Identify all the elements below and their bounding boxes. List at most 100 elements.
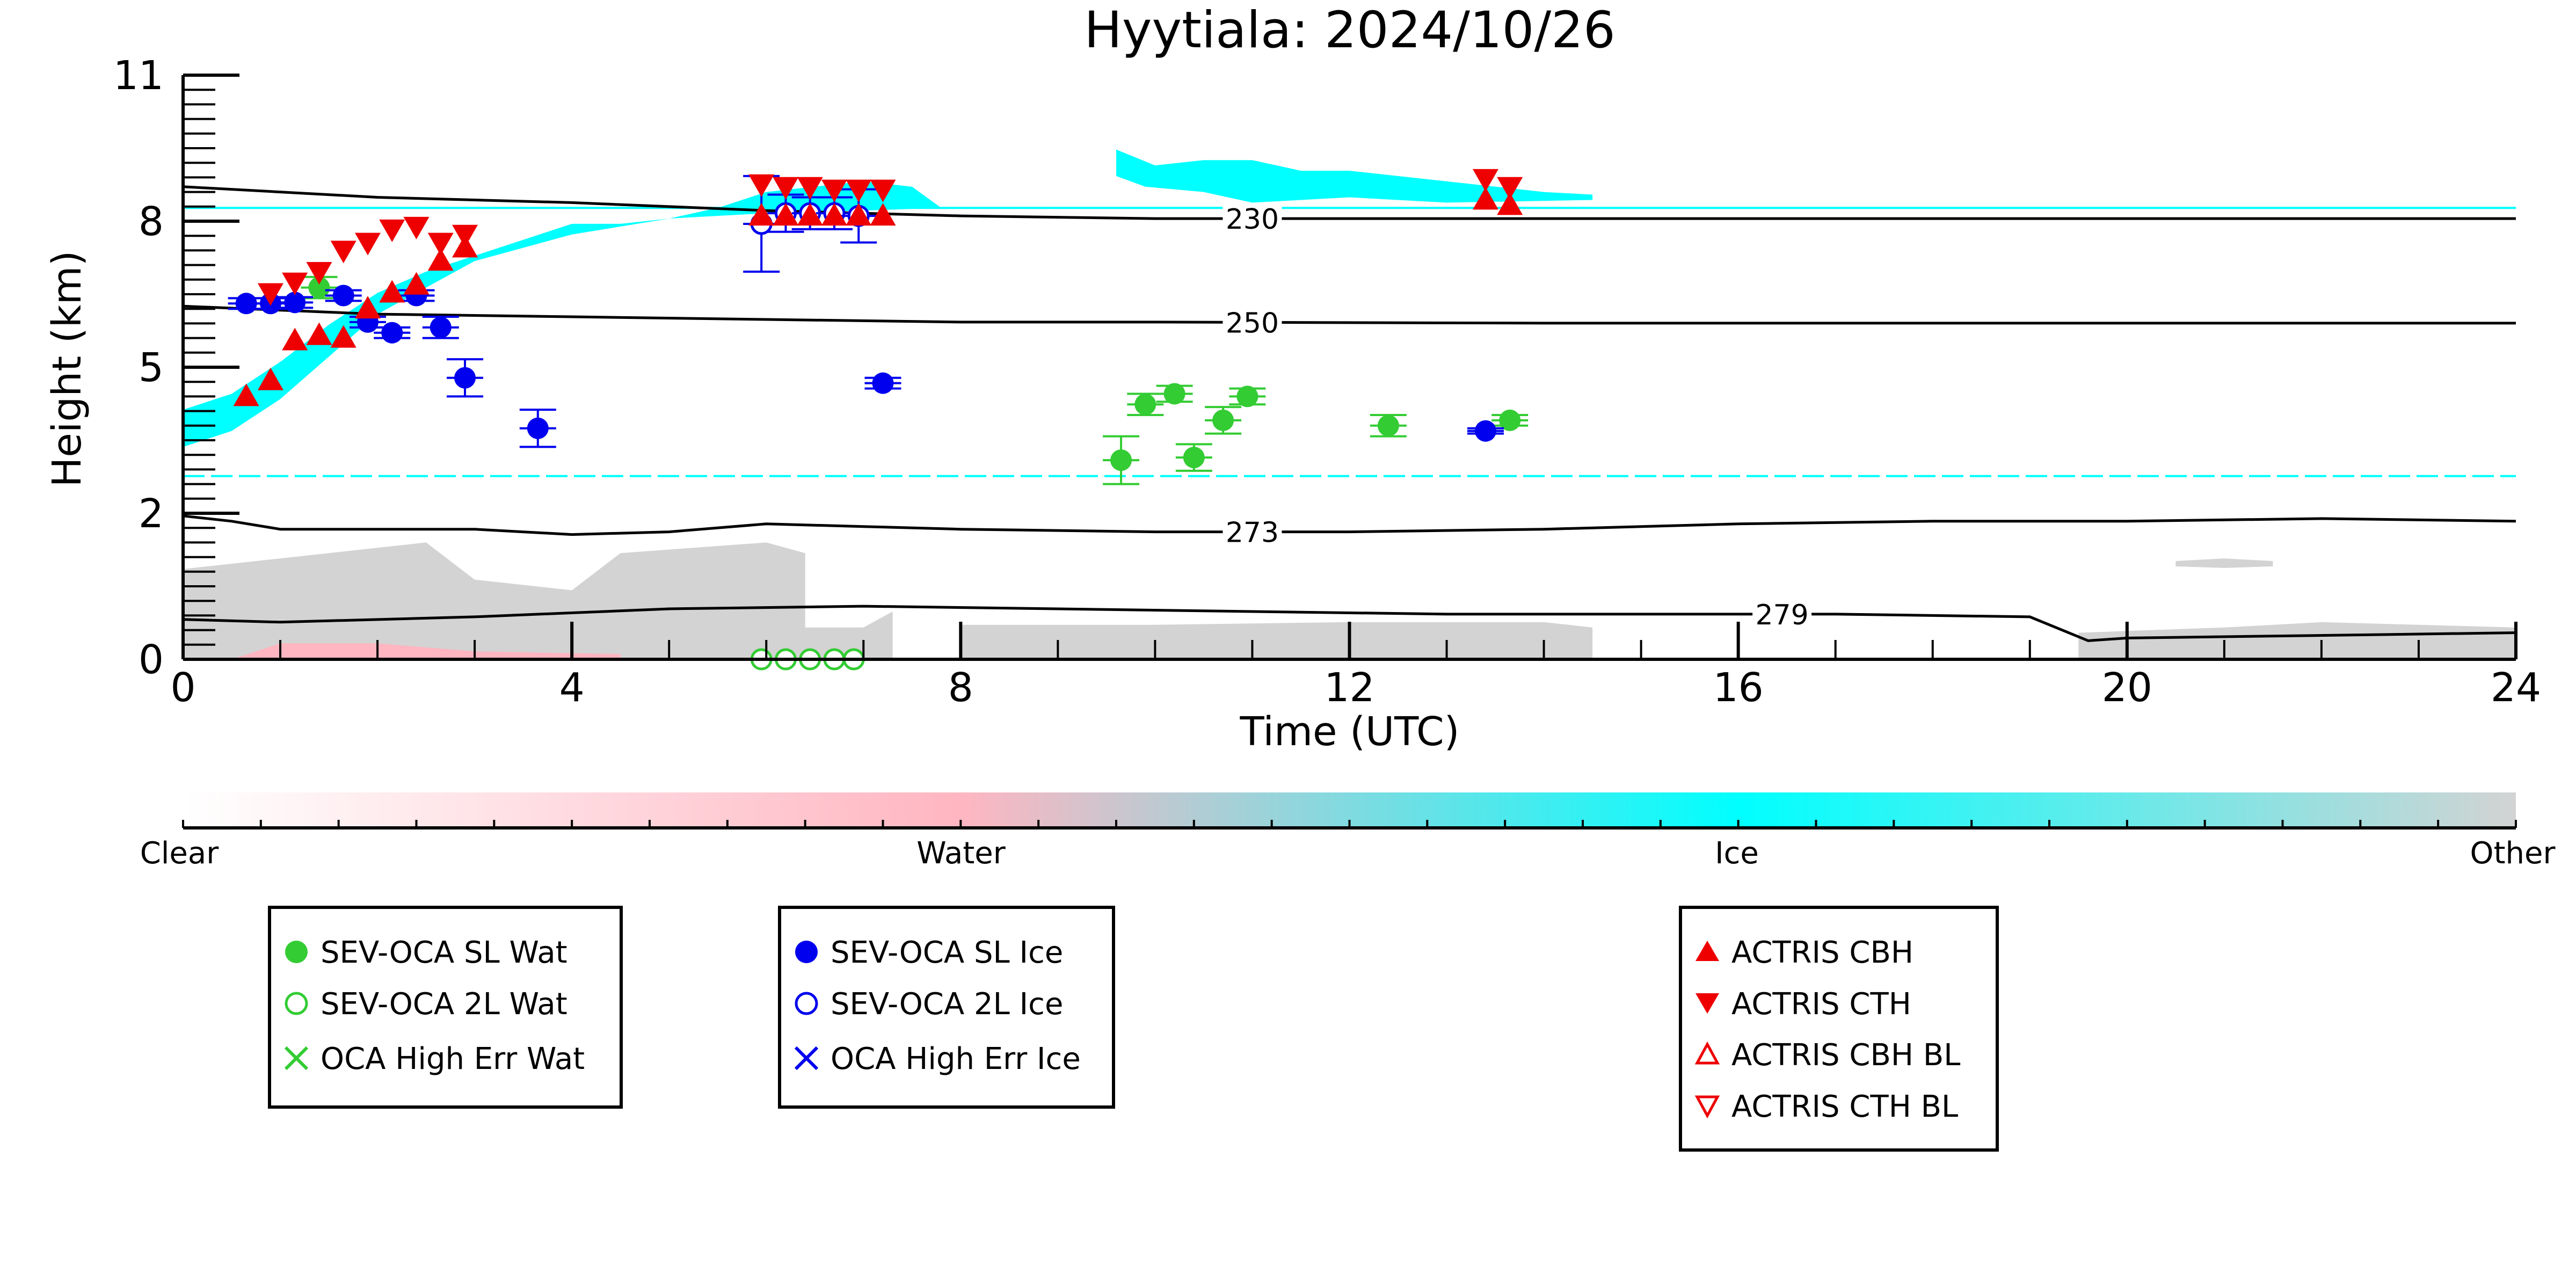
cloud-mask-region	[231, 643, 621, 659]
data-point	[1377, 414, 1399, 436]
y-tick-label: 2	[139, 491, 164, 537]
legend-label: ACTRIS CTH	[1731, 987, 1911, 1022]
data-point	[797, 177, 823, 200]
x-axis-label: Time (UTC)	[1239, 709, 1459, 755]
data-point	[870, 203, 896, 226]
x-tick-label: 8	[948, 665, 973, 711]
contour-label-bg	[1222, 205, 1282, 233]
data-point	[1236, 385, 1258, 407]
data-point	[306, 322, 332, 345]
data-point	[427, 232, 454, 256]
data-point	[282, 328, 308, 351]
data-point	[1472, 187, 1498, 210]
legend-marker-triangle-up	[1695, 941, 1719, 961]
contour-label-bg	[1222, 308, 1282, 337]
data-point	[452, 224, 478, 248]
data-point	[330, 241, 356, 264]
data-point	[379, 280, 405, 303]
data-point	[527, 417, 549, 439]
colorbar: Clear Water Ice Other	[140, 792, 2556, 871]
legend-marker-filled-circle	[795, 941, 818, 963]
data-point	[430, 316, 452, 338]
y-tick-label: 11	[113, 53, 164, 99]
legend-marker-open-circle	[795, 992, 818, 1015]
x-tick-label: 12	[1324, 665, 1374, 711]
legend-box	[268, 906, 623, 1109]
legend-marker-open-triangle-down	[1694, 1095, 1720, 1119]
cloud-mask-region	[960, 622, 1593, 659]
data-point	[282, 272, 308, 295]
legend-ice: SEV-OCA SL Ice SEV-OCA 2L Ice OCA High E…	[778, 906, 1115, 1109]
data-point	[872, 372, 894, 394]
data-point	[257, 367, 283, 390]
y-tick-label: 8	[139, 199, 164, 245]
chart-title: Hyytiala: 2024/10/26	[1084, 1, 1616, 60]
x-tick-label: 4	[559, 665, 585, 711]
legend-marker-x	[284, 1046, 309, 1071]
colorbar-label-other: Other	[2470, 836, 2556, 871]
x-tick-label: 0	[170, 665, 195, 711]
data-point	[1497, 177, 1523, 200]
data-point	[354, 296, 381, 319]
contour-label: 250	[1226, 307, 1279, 339]
data-point	[748, 174, 775, 197]
legend-label: ACTRIS CBH	[1731, 935, 1913, 970]
colorbar-label-ice: Ice	[1715, 836, 1759, 871]
contour-line	[183, 605, 2516, 642]
data-point	[1163, 383, 1185, 405]
contour-label-bg	[1752, 600, 1812, 628]
legend-label: ACTRIS CTH BL	[1731, 1089, 1958, 1124]
legend-box	[778, 906, 1115, 1109]
data-point	[1212, 409, 1234, 431]
legend-marker-open-triangle-up	[1694, 1041, 1720, 1065]
data-point	[257, 283, 283, 306]
cloud-mask-image	[183, 149, 2516, 659]
contour-line	[183, 185, 2516, 220]
colorbar-ticks	[182, 820, 2517, 828]
legend-marker-x	[794, 1046, 819, 1071]
data-point	[1472, 169, 1498, 192]
data-point	[1497, 192, 1523, 215]
contour-line	[183, 304, 2516, 325]
data-point	[235, 293, 257, 315]
legend-label: SEV-OCA 2L Ice	[831, 987, 1063, 1022]
data-point	[1134, 394, 1156, 416]
y-ticks: 0 2 5 8 11	[113, 53, 239, 683]
legend-label: OCA High Err Wat	[321, 1042, 585, 1076]
x-tick-label: 16	[1713, 665, 1764, 711]
data-point	[308, 276, 330, 299]
data-point	[306, 261, 332, 285]
data-point	[748, 203, 775, 226]
data-point	[332, 285, 354, 307]
contour-label: 230	[1226, 203, 1279, 236]
legend-label: SEV-OCA SL Wat	[321, 935, 567, 970]
legend-marker-filled-circle	[285, 941, 308, 963]
data-point	[797, 203, 823, 226]
legend-label: OCA High Err Ice	[831, 1042, 1081, 1076]
data-point	[846, 203, 872, 226]
data-point	[773, 203, 799, 226]
legend-marker-triangle-down	[1695, 993, 1719, 1014]
data-point	[330, 325, 356, 348]
data-point	[846, 179, 872, 202]
data-point	[354, 232, 381, 256]
contour-label: 273	[1226, 517, 1279, 549]
data-point	[1474, 420, 1496, 442]
data-point	[403, 272, 430, 295]
y-tick-label: 0	[139, 637, 164, 683]
contour-label-bg	[1222, 518, 1282, 546]
contour-label: 279	[1756, 599, 1809, 631]
data-point	[1183, 447, 1205, 469]
cloud-mask-region	[183, 542, 893, 659]
x-ticks: 0 4 8 12 16 20 24	[170, 622, 2541, 711]
data-point	[284, 292, 306, 314]
data-point	[233, 383, 259, 406]
cloud-mask-region	[1116, 149, 1593, 203]
data-point	[821, 179, 847, 202]
data-point	[1110, 449, 1132, 471]
temperature-contours: 230 250 273 279	[183, 185, 2516, 642]
data-point	[1499, 409, 1521, 431]
colorbar-label-water: Water	[916, 836, 1006, 871]
x-tick-label: 20	[2102, 665, 2152, 711]
